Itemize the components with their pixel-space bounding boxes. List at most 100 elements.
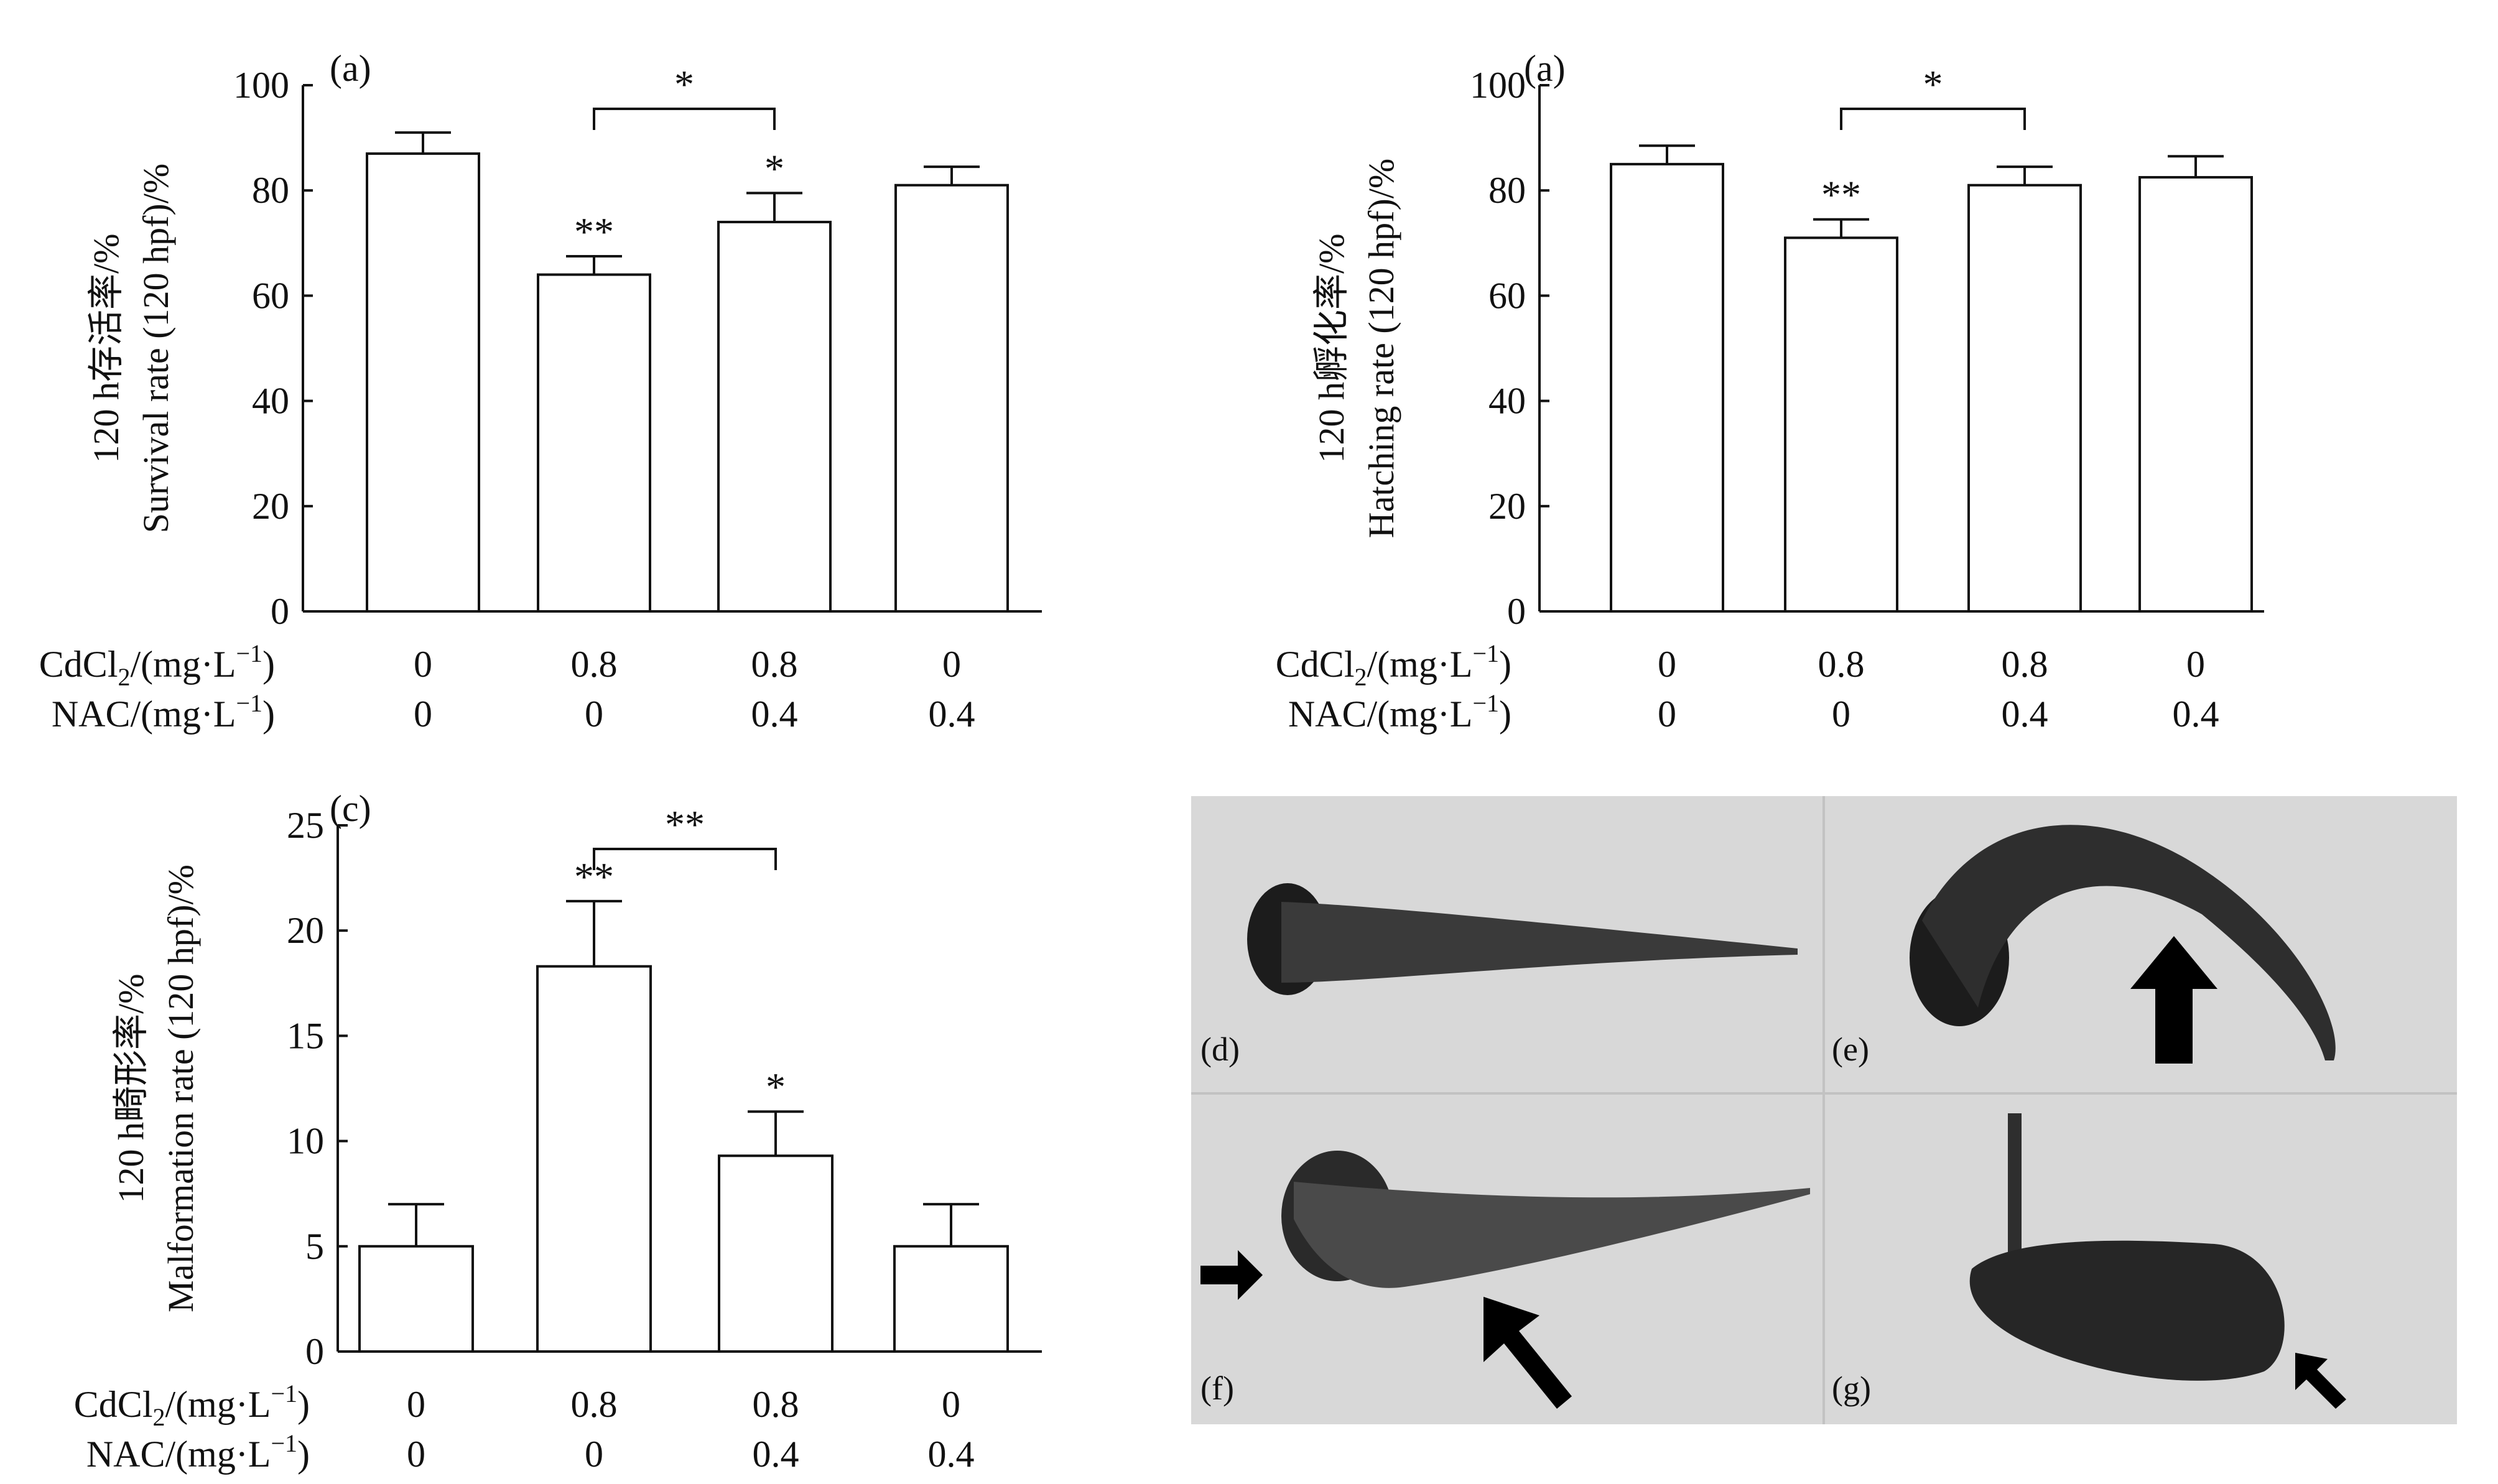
y-tick-label: 60 [252, 275, 289, 316]
larvae-photo-panel: (d) (e) (f) (g) [1191, 796, 2457, 1424]
y-tick-label: 20 [1488, 486, 1526, 527]
y-tick-label: 0 [1507, 591, 1526, 632]
photo-label-f: (f) [1200, 1370, 1234, 1407]
bar [366, 152, 480, 613]
y-tick-label: 5 [305, 1226, 324, 1267]
y-tick-label: 25 [287, 805, 324, 846]
cdcl2-value: 0 [407, 1384, 425, 1425]
nac-name: NAC/(mg·L [1288, 693, 1473, 735]
significance-mark: ** [574, 210, 614, 254]
panel-label: (c) [330, 788, 371, 829]
cdcl2-name: CdCl [39, 644, 118, 685]
cdcl2-value: 0 [1658, 644, 1676, 685]
arrow-g [2295, 1353, 2346, 1409]
y-tick-label: 20 [252, 486, 289, 527]
cdcl2-exponent: −1 [236, 639, 262, 667]
cdcl2-unit: /(mg·L [1367, 644, 1473, 685]
nac-exponent: −1 [236, 689, 262, 717]
larva-g [1969, 1113, 2285, 1381]
y-tick-label: 10 [287, 1121, 324, 1162]
nac-exponent: −1 [271, 1429, 297, 1457]
y-axis-label: 120 h孵化率/% Hatching rate (120 hpf)/% [1311, 159, 1401, 538]
cdcl2-name: CdCl [1276, 644, 1355, 685]
y-axis-label-line2: Survival rate (120 hpf)/% [136, 164, 176, 533]
cdcl2-close: ) [1499, 644, 1511, 685]
cdcl2-value: 0 [2186, 644, 2205, 685]
y-tick-label: 100 [233, 65, 289, 106]
photo-label-e: (e) [1832, 1031, 1869, 1068]
bracket-significance-mark: * [674, 62, 694, 106]
cdcl2-unit: /(mg·L [131, 644, 236, 685]
nac-value: 0.4 [753, 1434, 799, 1475]
cdcl2-value: 0 [414, 644, 432, 685]
larva-e [1910, 825, 2336, 1060]
nac-row-label: NAC/(mg·L−1) [1288, 689, 1511, 735]
nac-value: 0.4 [751, 693, 798, 735]
cdcl2-exponent: −1 [1472, 639, 1499, 667]
nac-value: 0.4 [929, 693, 975, 735]
nac-value: 0 [585, 693, 603, 735]
nac-value: 0.4 [928, 1434, 975, 1475]
comparison-bracket [1840, 108, 2026, 130]
nac-row-label: NAC/(mg·L−1) [52, 689, 275, 735]
cdcl2-subscript: 2 [153, 1403, 165, 1431]
y-axis-label: 120 h存活率/% Survival rate (120 hpf)/% [86, 164, 176, 533]
cdcl2-row-label: CdCl2/(mg·L−1) [1276, 639, 1511, 691]
bar [894, 183, 1009, 613]
nac-name: NAC/(mg·L [52, 693, 236, 735]
y-axis-label: 120 h畸形率/% Malformation rate (120 hpf)/% [111, 865, 201, 1312]
photo-label-d: (d) [1200, 1031, 1240, 1068]
bar [893, 1245, 1009, 1353]
larva-d [1247, 883, 1798, 995]
nac-value: 0 [414, 693, 432, 735]
cdcl2-row-label: CdCl2/(mg·L−1) [39, 639, 275, 691]
y-axis-label-line1: 120 h畸形率/% [111, 974, 151, 1203]
cdcl2-unit: /(mg·L [165, 1384, 271, 1425]
arrow-f-diagonal [1483, 1297, 1572, 1409]
nac-value: 0 [585, 1434, 603, 1475]
cdcl2-value: 0.8 [751, 644, 798, 685]
significance-mark: ** [1821, 173, 1861, 217]
y-tick-label: 100 [1470, 65, 1526, 106]
larva-f [1281, 1151, 1810, 1288]
photo-label-g: (g) [1832, 1370, 1871, 1407]
y-tick-label: 40 [1488, 381, 1526, 422]
cdcl2-value: 0 [942, 644, 961, 685]
comparison-bracket [593, 848, 777, 870]
y-tick-label: 80 [1488, 170, 1526, 211]
y-tick-label: 80 [252, 170, 289, 211]
y-tick-label: 15 [287, 1015, 324, 1056]
y-tick-label: 20 [287, 910, 324, 951]
cdcl2-value: 0.8 [2002, 644, 2048, 685]
cdcl2-value: 0.8 [753, 1384, 799, 1425]
y-axis-label-line2: Malformation rate (120 hpf)/% [160, 865, 201, 1312]
cdcl2-row-label: CdCl2/(mg·L−1) [74, 1380, 310, 1431]
nac-value: 0.4 [2002, 693, 2048, 735]
bar [1610, 162, 1724, 613]
nac-close: ) [297, 1434, 310, 1475]
bar [2138, 176, 2253, 613]
bar [718, 1154, 833, 1353]
nac-value: 0 [407, 1434, 425, 1475]
bar [717, 220, 832, 613]
nac-value: 0 [1832, 693, 1850, 735]
bracket-significance-mark: * [1923, 62, 1943, 106]
comparison-bracket [593, 108, 776, 130]
bracket-significance-mark: ** [665, 802, 705, 846]
cdcl2-close: ) [297, 1384, 310, 1425]
significance-mark: * [764, 146, 784, 190]
nac-value: 0 [1658, 693, 1676, 735]
bar [1967, 183, 2082, 613]
y-tick-label: 0 [271, 591, 289, 632]
cdcl2-exponent: −1 [271, 1380, 297, 1407]
significance-mark: * [766, 1065, 786, 1109]
bar [358, 1245, 474, 1353]
arrow-e [2130, 936, 2217, 1064]
cdcl2-name: CdCl [74, 1384, 153, 1425]
y-tick-label: 0 [305, 1331, 324, 1372]
bar [537, 273, 651, 613]
